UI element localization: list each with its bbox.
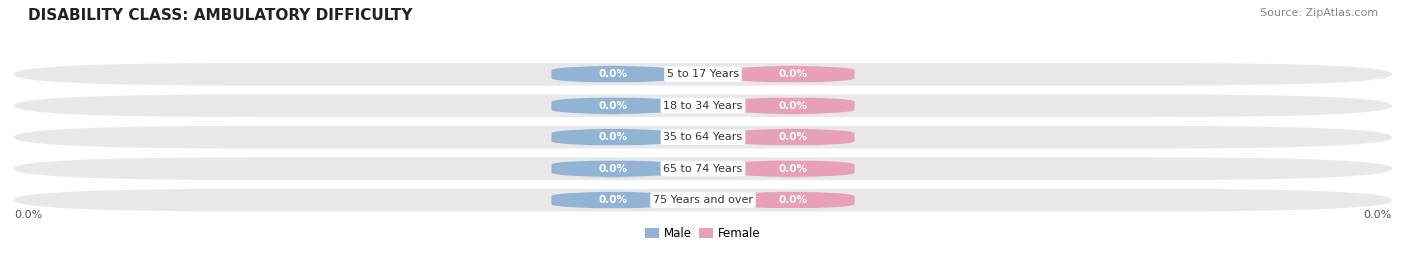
Text: 0.0%: 0.0% xyxy=(599,195,628,205)
Text: 0.0%: 0.0% xyxy=(778,195,807,205)
FancyBboxPatch shape xyxy=(14,94,1392,117)
FancyBboxPatch shape xyxy=(14,63,1392,86)
Text: 65 to 74 Years: 65 to 74 Years xyxy=(664,164,742,174)
Text: 0.0%: 0.0% xyxy=(778,101,807,111)
FancyBboxPatch shape xyxy=(551,192,675,209)
FancyBboxPatch shape xyxy=(731,97,855,114)
FancyBboxPatch shape xyxy=(551,160,675,177)
Text: 0.0%: 0.0% xyxy=(599,101,628,111)
Text: Source: ZipAtlas.com: Source: ZipAtlas.com xyxy=(1260,8,1378,18)
FancyBboxPatch shape xyxy=(731,66,855,83)
FancyBboxPatch shape xyxy=(14,126,1392,148)
Text: 0.0%: 0.0% xyxy=(778,164,807,174)
FancyBboxPatch shape xyxy=(731,160,855,177)
Text: 18 to 34 Years: 18 to 34 Years xyxy=(664,101,742,111)
FancyBboxPatch shape xyxy=(551,129,675,146)
FancyBboxPatch shape xyxy=(14,157,1392,180)
FancyBboxPatch shape xyxy=(731,192,855,209)
Text: DISABILITY CLASS: AMBULATORY DIFFICULTY: DISABILITY CLASS: AMBULATORY DIFFICULTY xyxy=(28,8,412,23)
FancyBboxPatch shape xyxy=(731,129,855,146)
Legend: Male, Female: Male, Female xyxy=(641,222,765,245)
Text: 35 to 64 Years: 35 to 64 Years xyxy=(664,132,742,142)
Text: 0.0%: 0.0% xyxy=(599,164,628,174)
Text: 0.0%: 0.0% xyxy=(14,210,42,220)
Text: 5 to 17 Years: 5 to 17 Years xyxy=(666,69,740,79)
FancyBboxPatch shape xyxy=(551,97,675,114)
Text: 0.0%: 0.0% xyxy=(1364,210,1392,220)
Text: 75 Years and over: 75 Years and over xyxy=(652,195,754,205)
FancyBboxPatch shape xyxy=(551,66,675,83)
Text: 0.0%: 0.0% xyxy=(778,132,807,142)
Text: 0.0%: 0.0% xyxy=(778,69,807,79)
Text: 0.0%: 0.0% xyxy=(599,132,628,142)
FancyBboxPatch shape xyxy=(14,189,1392,211)
Text: 0.0%: 0.0% xyxy=(599,69,628,79)
